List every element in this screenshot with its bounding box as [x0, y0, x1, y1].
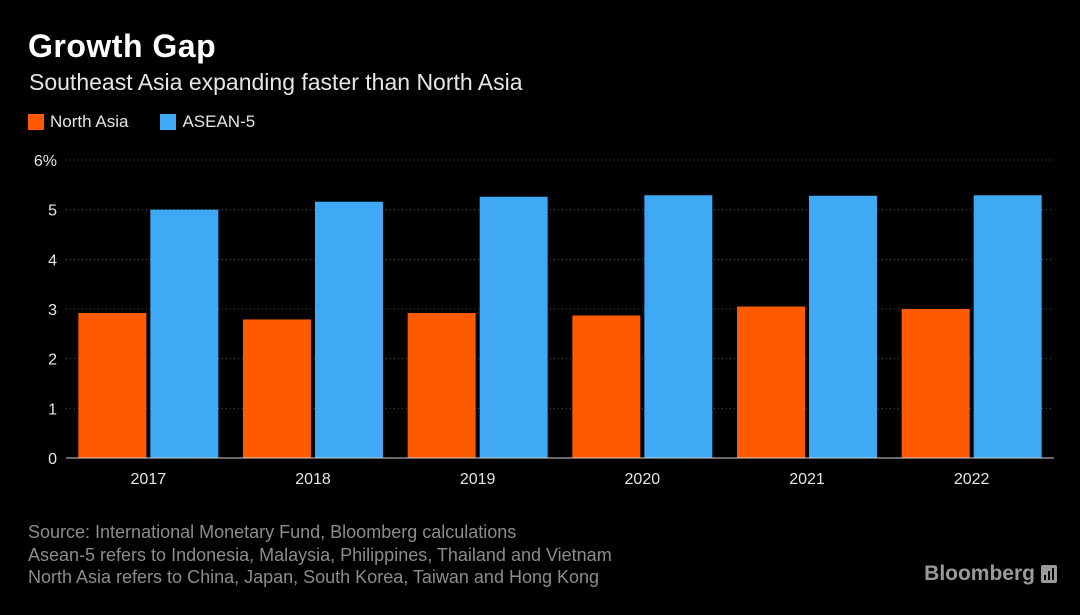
bar-asean-5-2020 — [644, 195, 713, 458]
y-tick-label: 0 — [48, 451, 57, 468]
chart-subtitle: Southeast Asia expanding faster than Nor… — [29, 69, 523, 95]
bar-north-asia-2018 — [243, 319, 311, 458]
bar-north-asia-2022 — [901, 309, 970, 458]
y-tick-label: 4 — [48, 252, 57, 269]
gridlines — [66, 159, 1054, 409]
bar-asean-5-2018 — [315, 201, 383, 458]
legend-swatch-asean-5 — [160, 114, 177, 130]
y-tick-label: 5 — [48, 203, 57, 220]
y-tick-label: 3 — [48, 302, 57, 319]
bar-asean-5-2017 — [150, 209, 219, 458]
y-tick-label: 1 — [48, 401, 57, 418]
x-tick-label: 2021 — [789, 471, 825, 488]
bar-north-asia-2020 — [572, 315, 641, 458]
y-axis-ticks: 0 1 2 3 4 5 6% — [34, 153, 57, 468]
x-tick-label: 2022 — [954, 471, 990, 488]
bloomberg-terminal-icon — [1041, 565, 1057, 583]
bars — [78, 195, 1042, 458]
x-tick-label: 2017 — [131, 471, 167, 488]
footnote-asean: Asean-5 refers to Indonesia, Malaysia, P… — [28, 544, 612, 565]
brand-label: Bloomberg — [924, 562, 1035, 585]
source-note: Source: International Monetary Fund, Blo… — [28, 522, 517, 542]
legend-item-north-asia: North Asia — [28, 112, 128, 132]
bar-asean-5-2021 — [809, 195, 877, 458]
bar-north-asia-2021 — [737, 306, 805, 458]
legend-item-asean-5: ASEAN-5 — [160, 112, 255, 132]
legend-label-asean-5: ASEAN-5 — [182, 112, 256, 131]
bar-north-asia-2017 — [78, 312, 147, 458]
legend-label-north-asia: North Asia — [50, 112, 129, 131]
legend: North Asia ASEAN-5 — [28, 112, 287, 132]
footnote-north-asia: North Asia refers to China, Japan, South… — [28, 567, 600, 587]
x-tick-label: 2018 — [295, 471, 331, 488]
bar-asean-5-2022 — [973, 195, 1042, 458]
x-axis-ticks: 2017 2018 2019 2020 2021 2022 — [131, 471, 990, 488]
bloomberg-logo: Bloomberg — [924, 562, 1057, 586]
bar-north-asia-2019 — [407, 312, 476, 458]
y-tick-label: 6% — [34, 153, 57, 170]
bar-asean-5-2019 — [479, 196, 548, 458]
footnotes: Source: International Monetary Fund, Blo… — [28, 521, 612, 589]
chart-title: Growth Gap — [28, 28, 217, 64]
x-tick-label: 2019 — [460, 471, 496, 488]
y-tick-label: 2 — [48, 352, 57, 369]
legend-swatch-north-asia — [28, 114, 44, 130]
x-tick-label: 2020 — [625, 471, 661, 488]
bar-chart: 0 1 2 3 4 5 6% 2017 2018 2019 2020 2021 2022 — [34, 153, 1054, 488]
